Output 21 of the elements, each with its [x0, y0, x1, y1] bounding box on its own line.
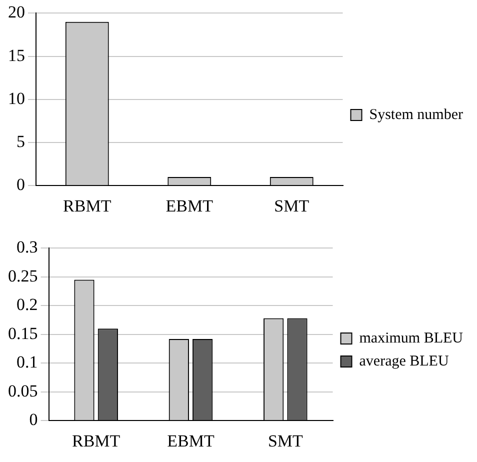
y-tick-label: 0	[16, 175, 25, 194]
x-tick-label: RBMT	[63, 196, 112, 216]
y-tick-label: 0.05	[8, 381, 38, 400]
y-tick-label: 0.3	[16, 238, 38, 257]
y-tick-label: 5	[16, 132, 25, 151]
x-tick-label: SMT	[268, 431, 304, 450]
x-tick-label: RBMT	[72, 431, 121, 450]
legend-label: maximum BLEU	[359, 330, 464, 346]
y-tick-label: 0.15	[8, 324, 38, 343]
y-tick-label: 10	[8, 88, 25, 108]
y-tick-label: 0.2	[16, 295, 38, 314]
y-tick-label: 0.1	[16, 352, 38, 372]
y-tick-label: 15	[8, 46, 25, 65]
x-tick-label: SMT	[274, 196, 310, 216]
legend-label: average BLEU	[359, 353, 449, 370]
y-tick-label: 0.25	[8, 266, 38, 286]
legend-label: System number	[369, 106, 464, 123]
y-tick-label: 0	[29, 410, 38, 430]
x-tick-label: EBMT	[166, 196, 214, 216]
y-tick-label: 20	[8, 2, 25, 22]
x-tick-label: EBMT	[167, 431, 215, 450]
